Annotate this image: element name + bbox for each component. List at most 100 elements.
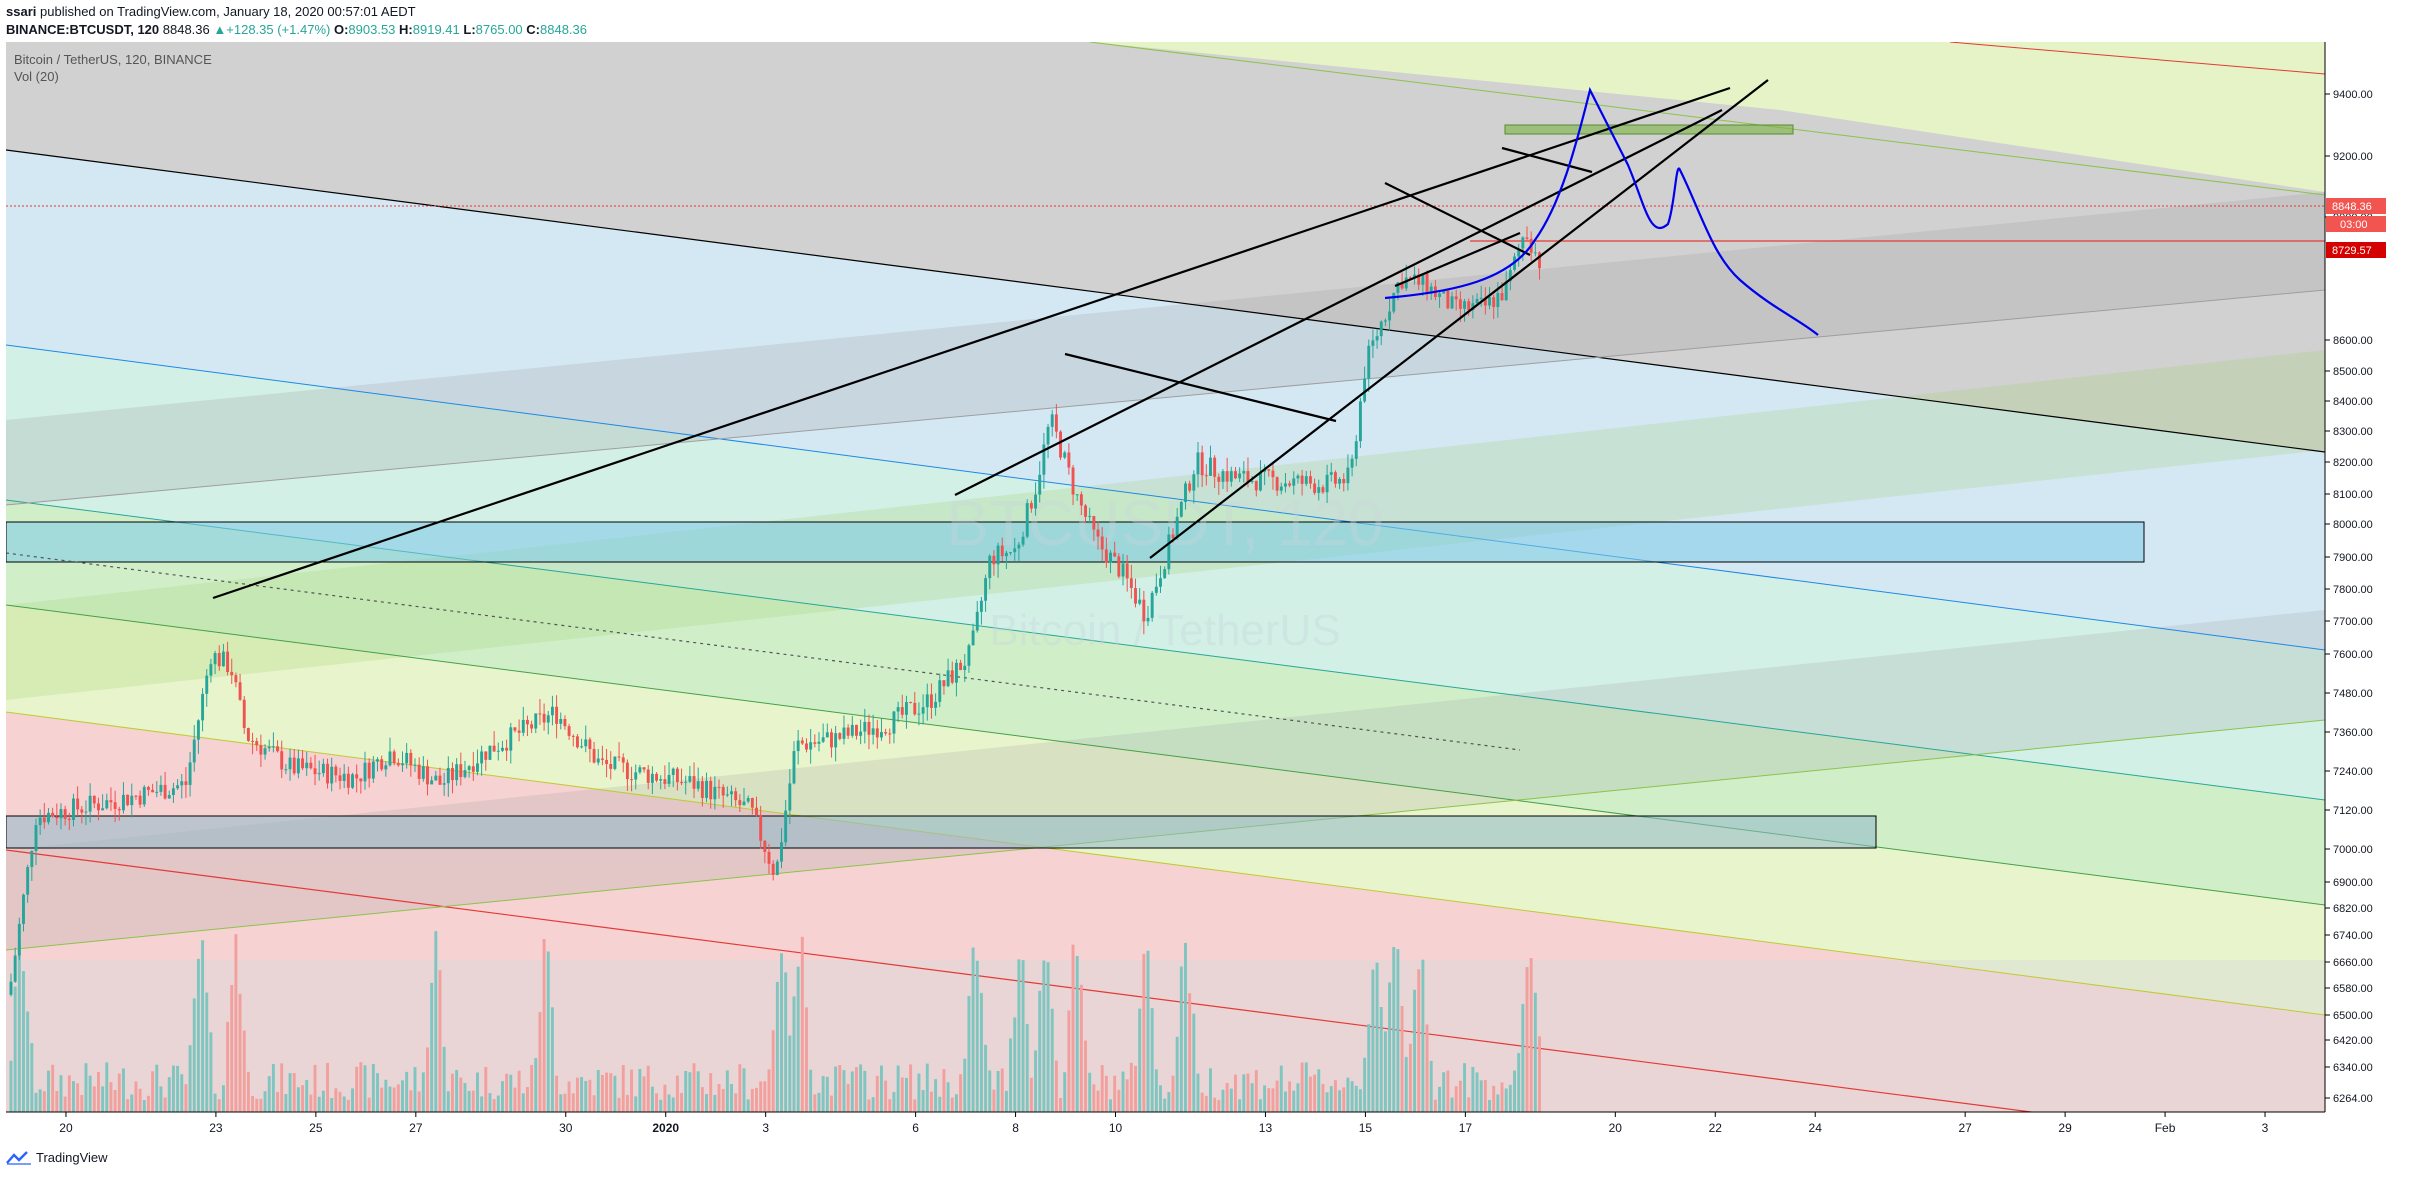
candle-body xyxy=(230,672,234,676)
volume-bar xyxy=(1259,1099,1262,1112)
volume-bar xyxy=(1446,1070,1450,1112)
candle-body xyxy=(896,707,900,712)
candle-body xyxy=(634,772,638,780)
candle-body xyxy=(355,774,359,779)
volume-bar xyxy=(509,1074,513,1112)
candle-body xyxy=(496,750,500,752)
candle-body xyxy=(534,713,538,729)
volume-bar xyxy=(725,1070,729,1112)
volume-bar xyxy=(234,934,238,1112)
time-tick-label: 27 xyxy=(409,1121,423,1135)
candle-body xyxy=(1475,298,1479,304)
candle-body xyxy=(1100,536,1104,550)
candle-body xyxy=(1417,274,1421,285)
candle-body xyxy=(1009,552,1013,554)
volume-bar xyxy=(1238,1099,1242,1112)
volume-bar xyxy=(634,1096,638,1112)
volume-bar xyxy=(738,1064,742,1112)
candle-body xyxy=(151,789,155,793)
price-axis[interactable]: 6264.00 6340.00 6420.00 6500.00 6580.00 6660.… xyxy=(2324,42,2412,1112)
candle-body xyxy=(296,758,300,774)
volume-bar xyxy=(1017,959,1021,1112)
volume-bar xyxy=(17,940,21,1112)
volume-bar xyxy=(717,1084,721,1112)
volume-bar xyxy=(184,1084,188,1112)
volume-bar xyxy=(859,1064,863,1112)
symbol-ohlc-bar: BINANCE:BTCUSDT, 120 8848.36 ▲+128.35 (+… xyxy=(6,22,587,37)
candle-body xyxy=(1175,516,1179,539)
volume-bar xyxy=(305,1079,309,1112)
volume-bar xyxy=(1492,1085,1496,1112)
volume-bar xyxy=(1050,1008,1054,1112)
candle-body xyxy=(575,736,579,748)
price-chart[interactable]: BTCUSDT, 120 Bitcoin / TetherUS 6264.006… xyxy=(0,42,2412,1148)
volume-bar xyxy=(1488,1099,1491,1112)
volume-bar xyxy=(59,1075,63,1112)
volume-bar xyxy=(925,1063,929,1112)
volume-bar xyxy=(1346,1077,1350,1112)
volume-bar xyxy=(76,1083,80,1112)
time-tick-label: 30 xyxy=(559,1121,573,1135)
volume-bar xyxy=(380,1087,384,1112)
candle-body xyxy=(917,713,921,715)
volume-bar xyxy=(467,1090,471,1112)
candle-body xyxy=(571,735,575,737)
volume-bar xyxy=(1192,1013,1196,1112)
candle-body xyxy=(550,706,554,716)
volume-bar xyxy=(1500,1082,1504,1112)
candle-body xyxy=(671,768,675,775)
volume-bar xyxy=(734,1093,738,1112)
volume-bar xyxy=(1113,1075,1117,1112)
volume-bar xyxy=(975,960,979,1112)
candle-body xyxy=(700,781,704,798)
volume-bar xyxy=(1508,1084,1512,1112)
candle-body xyxy=(900,707,904,715)
volume-bar xyxy=(1034,1050,1038,1112)
candle-body xyxy=(92,795,96,804)
time-tick-label: 20 xyxy=(1609,1121,1623,1135)
volume-bar xyxy=(1067,1010,1071,1112)
candle-body xyxy=(1150,592,1154,618)
price-tick-label: 9400.00 xyxy=(2333,89,2373,101)
candle-body xyxy=(979,600,983,612)
price-tick-label: 8200.00 xyxy=(2333,457,2373,469)
blue-channel-line xyxy=(6,344,2325,651)
volume-bar xyxy=(1454,1086,1458,1112)
volume-bar xyxy=(205,992,209,1112)
volume-bar xyxy=(1338,1090,1342,1112)
candle-body xyxy=(88,795,92,812)
time-tick-label: 6 xyxy=(912,1121,919,1135)
candle-body xyxy=(1050,414,1054,427)
time-axis[interactable]: 20 23 25 27 30 2020 3 6 8 10 13 15 17 20 22 24 27 29 Feb 3 xyxy=(0,1111,2412,1144)
volume-bar xyxy=(1129,1062,1133,1112)
candle-body xyxy=(455,764,459,781)
volume-bar xyxy=(63,1096,67,1112)
candle-body xyxy=(459,764,463,778)
volume-bar xyxy=(792,996,796,1112)
volume-bar xyxy=(555,1075,559,1112)
volume-bar xyxy=(88,1075,92,1112)
volume-bar xyxy=(879,1065,883,1112)
candle-body xyxy=(42,817,46,823)
candle-body xyxy=(130,795,134,806)
candle-body xyxy=(950,670,954,683)
candle-body xyxy=(47,812,50,823)
candle-body xyxy=(1296,475,1300,479)
candle-body xyxy=(1188,483,1192,491)
candle-body xyxy=(1159,578,1162,587)
volume-bar xyxy=(617,1097,621,1112)
candle-body xyxy=(1154,586,1158,593)
volume-bar xyxy=(171,1065,175,1112)
author-name[interactable]: ssari xyxy=(6,4,37,19)
candle-body xyxy=(30,850,34,868)
candle-body xyxy=(209,664,213,676)
volume-bar xyxy=(209,1032,213,1112)
volume-bar xyxy=(809,1069,813,1112)
candle-body xyxy=(1059,431,1063,458)
grey-channel-line xyxy=(6,149,2325,453)
publish-text: published on TradingView.com, January 18… xyxy=(40,4,416,19)
candle-body xyxy=(1442,290,1446,294)
candle-body xyxy=(842,727,846,739)
tradingview-brand[interactable]: TradingView xyxy=(36,1150,108,1165)
volume-bar xyxy=(92,1086,96,1112)
